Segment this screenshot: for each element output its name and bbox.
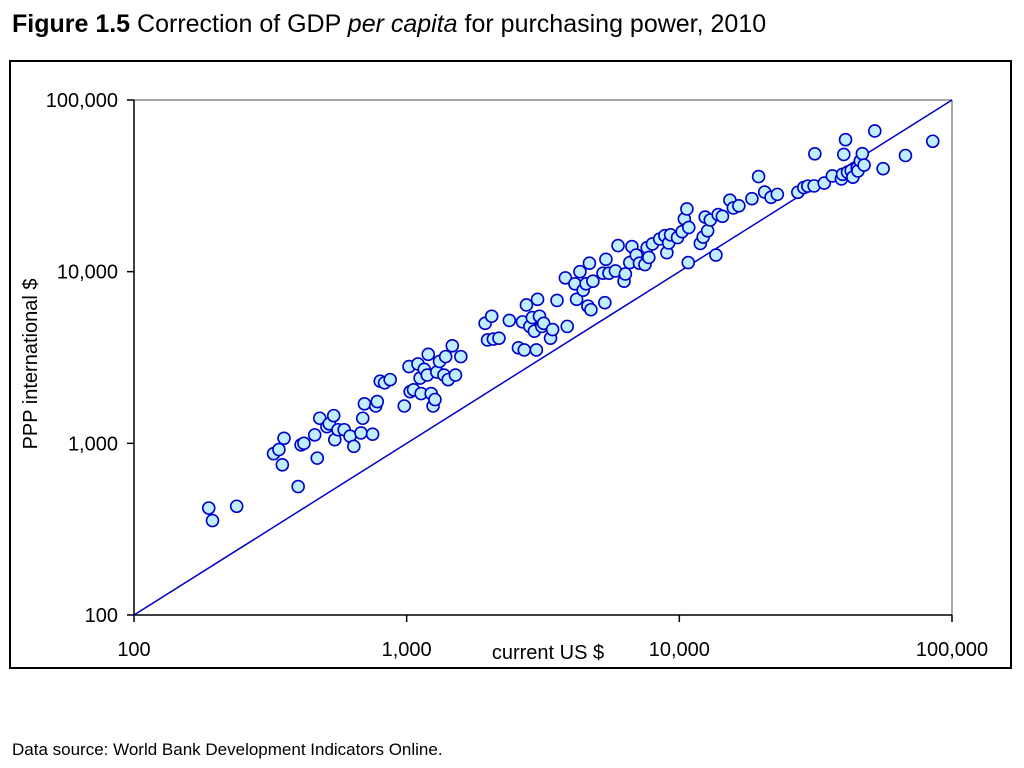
data-point [838, 132, 853, 147]
data-point [205, 513, 220, 528]
data-point [229, 499, 244, 514]
data-point [428, 392, 442, 407]
data-point [808, 146, 822, 161]
data-point [732, 198, 746, 213]
data-point [867, 124, 882, 138]
data-point [517, 343, 532, 357]
data-point [770, 187, 785, 202]
x-tick-label: 10,000 [649, 639, 710, 661]
data-point [438, 349, 453, 364]
data-point [354, 426, 368, 440]
data-point [836, 147, 851, 162]
data-point [560, 319, 575, 334]
data-point [857, 158, 871, 172]
data-point [569, 292, 584, 307]
y-tick-label: 100 [85, 605, 118, 627]
data-point [357, 396, 372, 411]
data-point [550, 293, 564, 308]
data-point [291, 479, 305, 494]
data-point [582, 256, 597, 271]
data-point [709, 248, 723, 262]
data-point [275, 457, 290, 472]
data-point [365, 427, 380, 442]
data-point [618, 267, 633, 281]
data-point [383, 372, 397, 387]
data-point [545, 322, 560, 337]
data-point [680, 202, 694, 216]
title-text-after: for purchasing power, 2010 [464, 10, 767, 38]
data-point [925, 134, 940, 149]
data-point [715, 209, 730, 224]
data-point [642, 250, 656, 265]
data-point [326, 408, 341, 423]
data-point [277, 431, 291, 446]
data-point [573, 264, 587, 279]
data-point [370, 394, 385, 409]
data-point [599, 252, 613, 267]
data-point [598, 295, 612, 310]
data-point [530, 292, 545, 307]
data-point [421, 347, 436, 362]
data-point [855, 146, 870, 161]
y-tick-label: 100,000 [46, 90, 118, 112]
data-point [502, 313, 517, 328]
data-point [584, 302, 598, 317]
data-point [492, 331, 506, 345]
data-source-note: Data source: World Bank Development Indi… [12, 740, 443, 759]
figure-title: Figure 1.5 Correction of GDP per capita … [12, 10, 766, 39]
data-point [681, 255, 696, 270]
data-point [898, 148, 913, 163]
data-point [448, 368, 463, 382]
data-point [558, 271, 573, 285]
plot-area: 100 1,000 10,000 100,000 100 1,000 10,000 100,0… [46, 90, 988, 661]
figure-label: Figure 1.5 [12, 10, 131, 38]
data-point [454, 349, 468, 364]
data-point [201, 501, 216, 515]
chart-frame: 100 1,000 10,000 100,000 100 1,000 10,000 100,0… [9, 60, 1012, 669]
title-text-italic: per capita [347, 10, 458, 38]
x-axis-label: current US $ [492, 642, 604, 664]
x-tick-label: 100,000 [916, 639, 988, 661]
scatter-chart: 100 1,000 10,000 100,000 100 1,000 10,000 100,0… [20, 90, 988, 664]
data-point [445, 338, 460, 353]
data-point [307, 428, 322, 442]
x-tick-label: 100 [117, 639, 150, 661]
data-point [355, 411, 370, 426]
data-point [529, 343, 544, 357]
data-point [519, 298, 534, 312]
y-axis-label: PPP international $ [20, 279, 42, 450]
x-tick-label: 1,000 [382, 639, 432, 661]
data-point [876, 161, 890, 176]
data-point [297, 436, 311, 451]
data-point [347, 439, 361, 454]
data-point [681, 220, 696, 235]
data-point [745, 191, 759, 206]
y-tick-label: 10,000 [57, 262, 118, 284]
data-point [751, 169, 766, 184]
data-point [586, 274, 600, 288]
title-text-before: Correction of GDP [137, 10, 341, 38]
y-tick-label: 1,000 [68, 433, 118, 455]
data-point [484, 309, 499, 324]
data-point [310, 451, 325, 465]
data-point [272, 442, 286, 457]
data-point [611, 238, 625, 253]
data-point [397, 399, 412, 413]
